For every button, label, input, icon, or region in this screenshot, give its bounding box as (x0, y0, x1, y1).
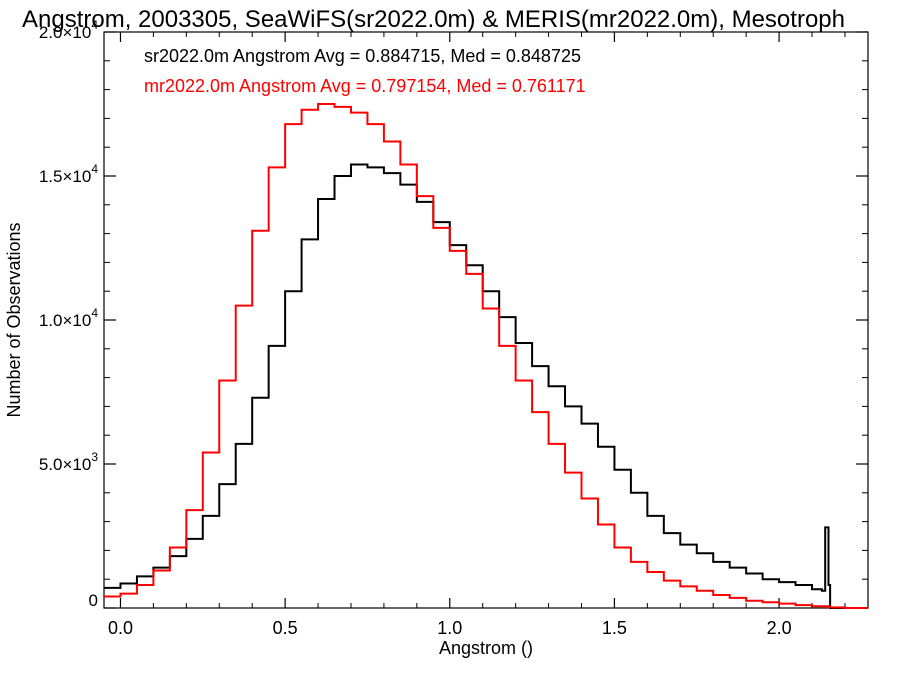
x-axis-label: Angstrom () (439, 638, 533, 658)
legend-entry-sr2022: sr2022.0m Angstrom Avg = 0.884715, Med =… (144, 46, 581, 66)
y-tick-label: 1.5×104 (39, 162, 98, 186)
plot-frame (103, 31, 869, 609)
x-tick-label: 1.0 (437, 618, 462, 638)
y-tick-label: 2.0×104 (39, 18, 98, 42)
y-tick-label: 5.0×103 (39, 450, 98, 474)
series-layer (104, 103, 868, 609)
series-line-mr2022 (104, 103, 868, 609)
y-axis-label: Number of Observations (4, 222, 24, 417)
y-tick-label: 0 (89, 591, 98, 610)
axis-ticks: 0.0 0.5 1.0 1.5 2.0 0 5.0×103 1.0×104 1.5×104 2.0… (39, 18, 868, 638)
legend-entry-mr2022: mr2022.0m Angstrom Avg = 0.797154, Med =… (144, 76, 586, 96)
y-tick-label: 1.0×104 (39, 306, 98, 330)
chart-title: Angstrom, 2003305, SeaWiFS(sr2022.0m) & … (22, 6, 845, 33)
x-tick-label: 1.5 (602, 618, 627, 638)
x-tick-label: 0.0 (108, 618, 133, 638)
x-tick-label: 2.0 (767, 618, 792, 638)
x-tick-label: 0.5 (273, 618, 298, 638)
